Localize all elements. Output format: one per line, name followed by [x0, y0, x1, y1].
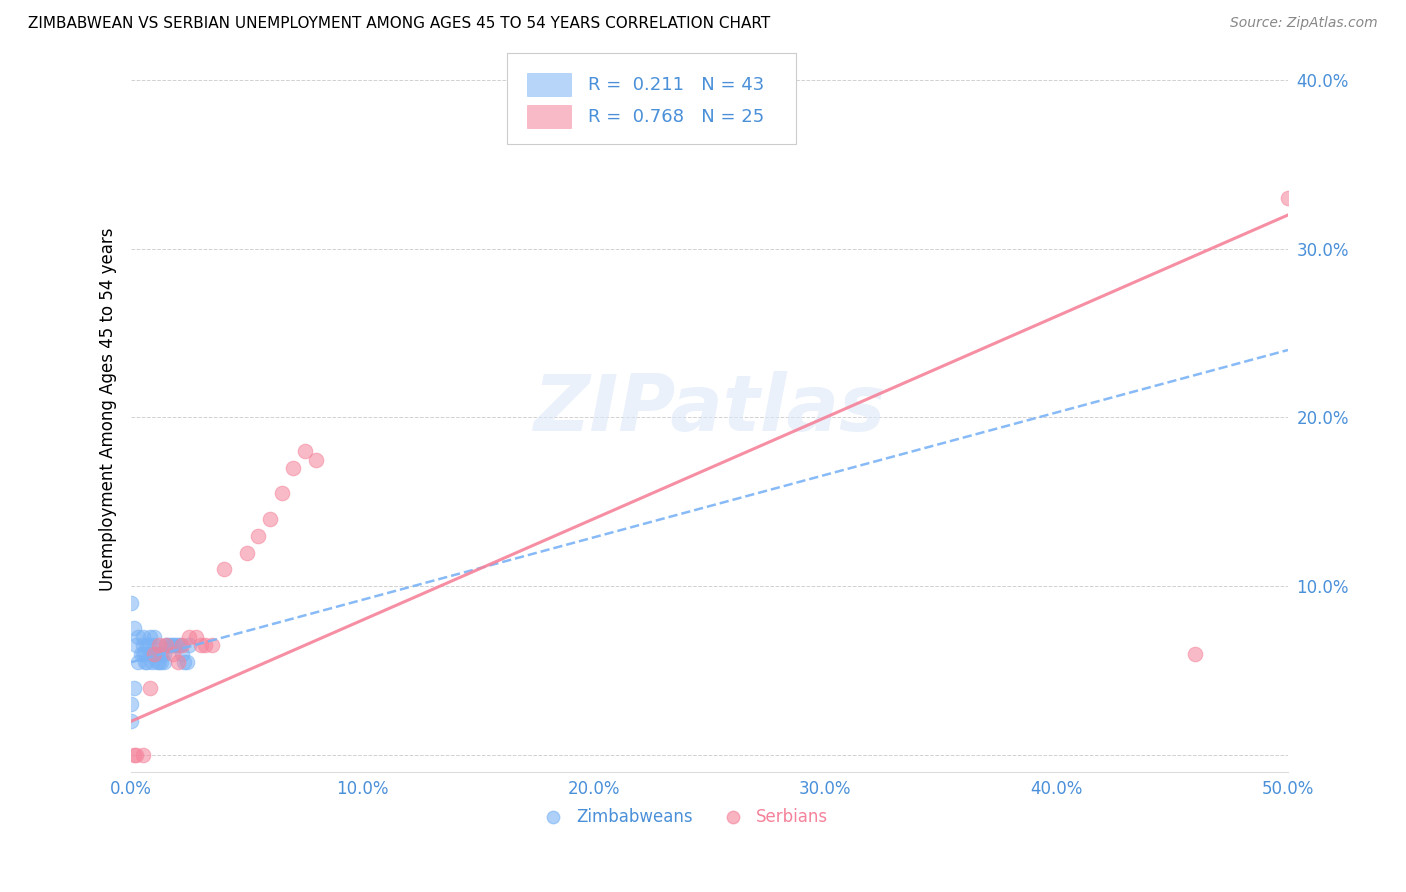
Point — [122, 622, 145, 636]
Text: ZIPatlas: ZIPatlas — [533, 371, 886, 447]
Point — [120, 596, 142, 610]
Point — [283, 461, 305, 475]
Point — [177, 630, 200, 644]
Point — [177, 638, 200, 652]
Text: R =  0.768   N = 25: R = 0.768 N = 25 — [588, 108, 765, 126]
Point — [1277, 191, 1299, 205]
Text: Serbians: Serbians — [756, 808, 828, 826]
Point — [136, 655, 159, 669]
Point — [172, 647, 194, 661]
Point — [155, 638, 177, 652]
Point — [136, 638, 159, 652]
Point — [172, 638, 194, 652]
Point — [134, 655, 156, 669]
Point — [141, 647, 163, 661]
Point — [125, 747, 148, 762]
Point — [120, 714, 142, 729]
Point — [150, 647, 173, 661]
Point — [132, 638, 155, 652]
Point — [145, 655, 167, 669]
Bar — [527, 105, 571, 128]
Point — [139, 647, 162, 661]
Point — [166, 655, 188, 669]
Point — [162, 647, 184, 661]
Point — [169, 638, 191, 652]
Point — [194, 638, 217, 652]
Point — [270, 486, 292, 500]
Point — [155, 638, 177, 652]
Point — [166, 638, 188, 652]
Point — [122, 681, 145, 695]
Point — [212, 562, 235, 576]
Point — [139, 681, 162, 695]
Point — [294, 444, 316, 458]
Point — [165, 638, 187, 652]
Point — [190, 638, 212, 652]
Point — [141, 655, 163, 669]
Text: Source: ZipAtlas.com: Source: ZipAtlas.com — [1230, 16, 1378, 30]
Point — [236, 545, 259, 559]
Point — [152, 647, 174, 661]
Point — [1184, 647, 1206, 661]
Point — [157, 638, 180, 652]
Point — [143, 630, 166, 644]
Point — [120, 698, 142, 712]
Point — [132, 647, 155, 661]
Point — [148, 655, 170, 669]
Point — [162, 638, 184, 652]
Point — [127, 655, 149, 669]
Point — [134, 647, 156, 661]
Point — [201, 638, 224, 652]
Point — [173, 655, 195, 669]
Point — [143, 647, 166, 661]
Text: Zimbabweans: Zimbabweans — [576, 808, 693, 826]
Point — [247, 528, 270, 542]
Point — [129, 647, 152, 661]
Point — [148, 638, 170, 652]
Point — [152, 655, 174, 669]
Point — [176, 655, 198, 669]
Bar — [527, 73, 571, 96]
Point — [132, 747, 155, 762]
Point — [122, 747, 145, 762]
Text: R =  0.211   N = 43: R = 0.211 N = 43 — [588, 76, 765, 94]
Point — [125, 638, 148, 652]
Point — [259, 512, 281, 526]
Point — [184, 630, 207, 644]
Point — [127, 630, 149, 644]
Point — [139, 630, 162, 644]
Point — [150, 655, 173, 669]
Point — [305, 452, 328, 467]
Y-axis label: Unemployment Among Ages 45 to 54 years: Unemployment Among Ages 45 to 54 years — [100, 227, 117, 591]
Point — [145, 647, 167, 661]
Point — [132, 630, 155, 644]
Point — [148, 647, 170, 661]
Point — [143, 647, 166, 661]
FancyBboxPatch shape — [508, 54, 796, 145]
Point — [143, 638, 166, 652]
Text: ZIMBABWEAN VS SERBIAN UNEMPLOYMENT AMONG AGES 45 TO 54 YEARS CORRELATION CHART: ZIMBABWEAN VS SERBIAN UNEMPLOYMENT AMONG… — [28, 16, 770, 31]
Point — [139, 638, 162, 652]
Point — [159, 638, 181, 652]
